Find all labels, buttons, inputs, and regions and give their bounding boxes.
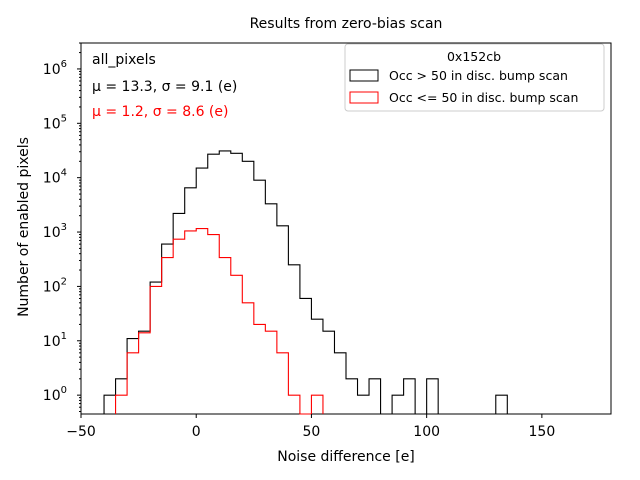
legend: 0x152cb Occ > 50 in disc. bump scan Occ …	[344, 43, 605, 112]
legend-swatch-series1	[349, 69, 379, 82]
y-tick-label: 101	[43, 331, 67, 350]
chart-title: Results from zero-bias scan	[250, 16, 443, 32]
y-axis-ticks: 100 101 102 103 104 105 106	[43, 42, 81, 413]
histogram-series-2	[115, 227, 324, 415]
x-axis-label: Noise difference [e]	[277, 449, 415, 465]
annotation-group: all_pixels	[92, 52, 156, 68]
series-layer	[103, 150, 508, 415]
histogram-series-1	[103, 150, 508, 415]
legend-label-series2: Occ <= 50 in disc. bump scan	[389, 90, 578, 105]
plot-frame	[80, 42, 612, 415]
y-tick-label: 106	[43, 59, 67, 78]
annotation-series2-stats: μ = 1.2, σ = 8.6 (e)	[92, 104, 228, 120]
x-axis-ticks: −50 0 50 100 150	[66, 414, 555, 440]
legend-title: 0x152cb	[447, 49, 501, 64]
x-tick-label: 100	[413, 424, 440, 440]
y-tick-label: 102	[43, 276, 67, 295]
y-tick-label: 100	[43, 385, 67, 404]
x-tick-label: 150	[529, 424, 556, 440]
x-tick-label: −50	[66, 424, 96, 440]
y-tick-label: 103	[43, 222, 67, 241]
y-axis-label: Number of enabled pixels	[16, 137, 32, 317]
x-tick-label: 50	[303, 424, 321, 440]
y-tick-label: 105	[43, 113, 67, 132]
legend-swatch-series2	[349, 91, 379, 104]
x-tick-label: 0	[192, 424, 201, 440]
y-tick-label: 104	[43, 168, 67, 187]
legend-box	[344, 43, 605, 112]
annotation-series1-stats: μ = 13.3, σ = 9.1 (e)	[92, 79, 237, 95]
legend-label-series1: Occ > 50 in disc. bump scan	[389, 68, 568, 83]
